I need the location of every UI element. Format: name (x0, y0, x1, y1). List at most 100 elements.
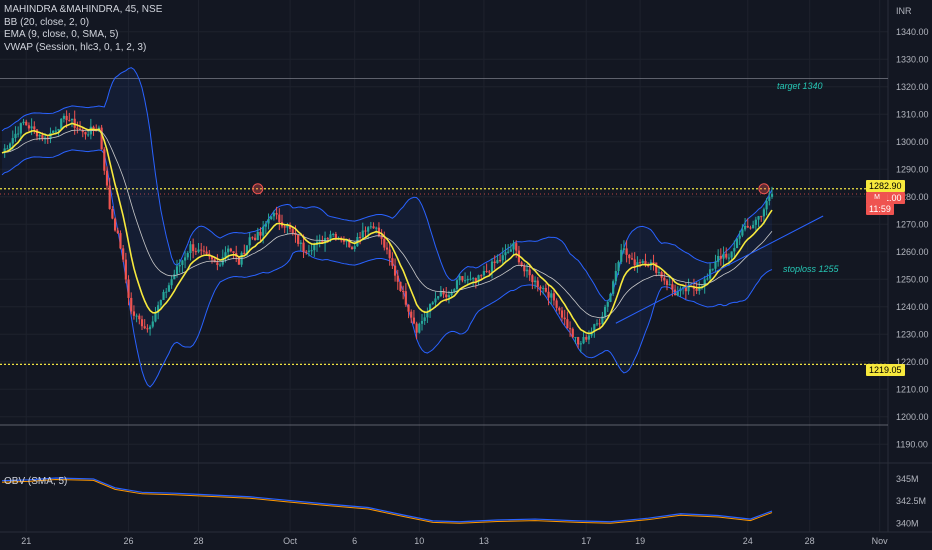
obv-tick-label: 340M (896, 519, 919, 529)
candle-body (660, 272, 663, 278)
vwap-legend[interactable]: VWAP (Session, hlc3, 0, 1, 2, 3) (4, 41, 147, 53)
candle-body (445, 294, 448, 298)
time-tick-label: 13 (479, 536, 489, 546)
candle-body (407, 304, 410, 312)
candle-body (525, 269, 529, 272)
candle-body (159, 300, 162, 306)
candle-body (383, 238, 386, 248)
candle-body (148, 326, 152, 330)
ema-legend[interactable]: EMA (9, close, 0, SMA, 5) (4, 29, 119, 40)
price-tick-label: 1210.00 (896, 384, 929, 394)
time-tick-label: 28 (805, 536, 815, 546)
bb-legend[interactable]: BB (20, close, 2, 0) (4, 16, 90, 28)
candle-body (272, 213, 276, 217)
candle-body (111, 208, 114, 219)
candle-body (186, 253, 189, 258)
candle-body (552, 293, 556, 301)
candle-body (321, 240, 324, 244)
candle-body (442, 291, 445, 295)
candle-body (617, 261, 620, 272)
candle-body (78, 128, 82, 131)
candle-body (113, 218, 117, 231)
candle-body (595, 323, 599, 325)
candle-body (749, 227, 752, 229)
candle-body (132, 311, 136, 316)
candle-body (307, 250, 311, 252)
candle-body (725, 253, 728, 258)
candle-body (620, 249, 623, 262)
candle-body (520, 262, 523, 266)
candle-body (243, 252, 246, 255)
candle-body (480, 275, 483, 277)
candle-body (439, 291, 442, 297)
candle-body (348, 239, 351, 248)
candle-body (35, 129, 39, 137)
candle-body (447, 295, 451, 298)
candle-body (33, 126, 36, 130)
candle-body (708, 269, 712, 279)
candle-body (633, 259, 636, 266)
candle-body (493, 261, 496, 263)
candle-body (676, 291, 679, 296)
candle-body (765, 200, 768, 210)
candle-body (302, 242, 305, 252)
obv-tick-label: 342.5M (896, 496, 926, 506)
time-tick-label: 6 (352, 536, 357, 546)
candle-body (310, 250, 313, 252)
candle-body (770, 193, 774, 197)
candle-body (703, 279, 706, 287)
candle-body (70, 118, 74, 121)
trendline (615, 215, 824, 324)
candle-body (3, 148, 6, 153)
candle-body (218, 264, 222, 266)
bb-upper (1, 67, 773, 302)
candle-body (426, 311, 429, 318)
candle-body (52, 130, 55, 134)
candle-body (332, 233, 335, 235)
candle-body (87, 134, 90, 136)
candle-body (54, 130, 57, 132)
obv-legend[interactable]: OBV (SMA, 5) (4, 476, 68, 487)
price-tick-label: 1290.00 (896, 164, 929, 174)
candle-body (200, 249, 203, 251)
candle-body (582, 337, 585, 344)
time-tick-label: 24 (743, 536, 753, 546)
flag-icon[interactable]: M (867, 193, 887, 203)
candle-body (278, 214, 281, 223)
candle-body (130, 297, 133, 312)
target-note[interactable]: target 1340 (777, 81, 823, 91)
candle-body (140, 319, 144, 327)
candle-body (367, 227, 370, 232)
candle-body (474, 278, 477, 282)
candle-body (175, 266, 179, 275)
candle-body (19, 123, 22, 134)
candle-body (507, 251, 510, 253)
candle-body (122, 248, 125, 260)
candle-body (173, 274, 176, 280)
candle-body (466, 278, 469, 281)
candle-body (655, 262, 658, 273)
obv-line (1, 477, 773, 523)
candle-body (488, 271, 491, 273)
price-tick-label: 1190.00 (896, 439, 928, 449)
axes: 1190.00 1200.00 1210.00 1220.00 1230.00 1240.… (21, 27, 928, 546)
candle-body (92, 126, 95, 131)
time-tick-label: 17 (581, 536, 591, 546)
candle-body (423, 317, 426, 321)
candle-body (722, 253, 725, 259)
candle-body (415, 323, 418, 333)
candle-body (162, 291, 165, 301)
candle-body (757, 216, 760, 220)
candle-body (719, 255, 722, 259)
candle-body (490, 261, 494, 272)
candle-body (68, 120, 71, 122)
symbol-title[interactable]: MAHINDRA &MAHINDRA, 45, NSE (4, 4, 163, 15)
candle-body (275, 213, 278, 215)
candle-body (151, 321, 154, 327)
stoploss-note[interactable]: stoploss 1255 (783, 264, 839, 274)
candle-body (396, 275, 399, 282)
candle-body (560, 310, 564, 318)
candle-body (754, 219, 757, 225)
candle-body (515, 243, 518, 251)
